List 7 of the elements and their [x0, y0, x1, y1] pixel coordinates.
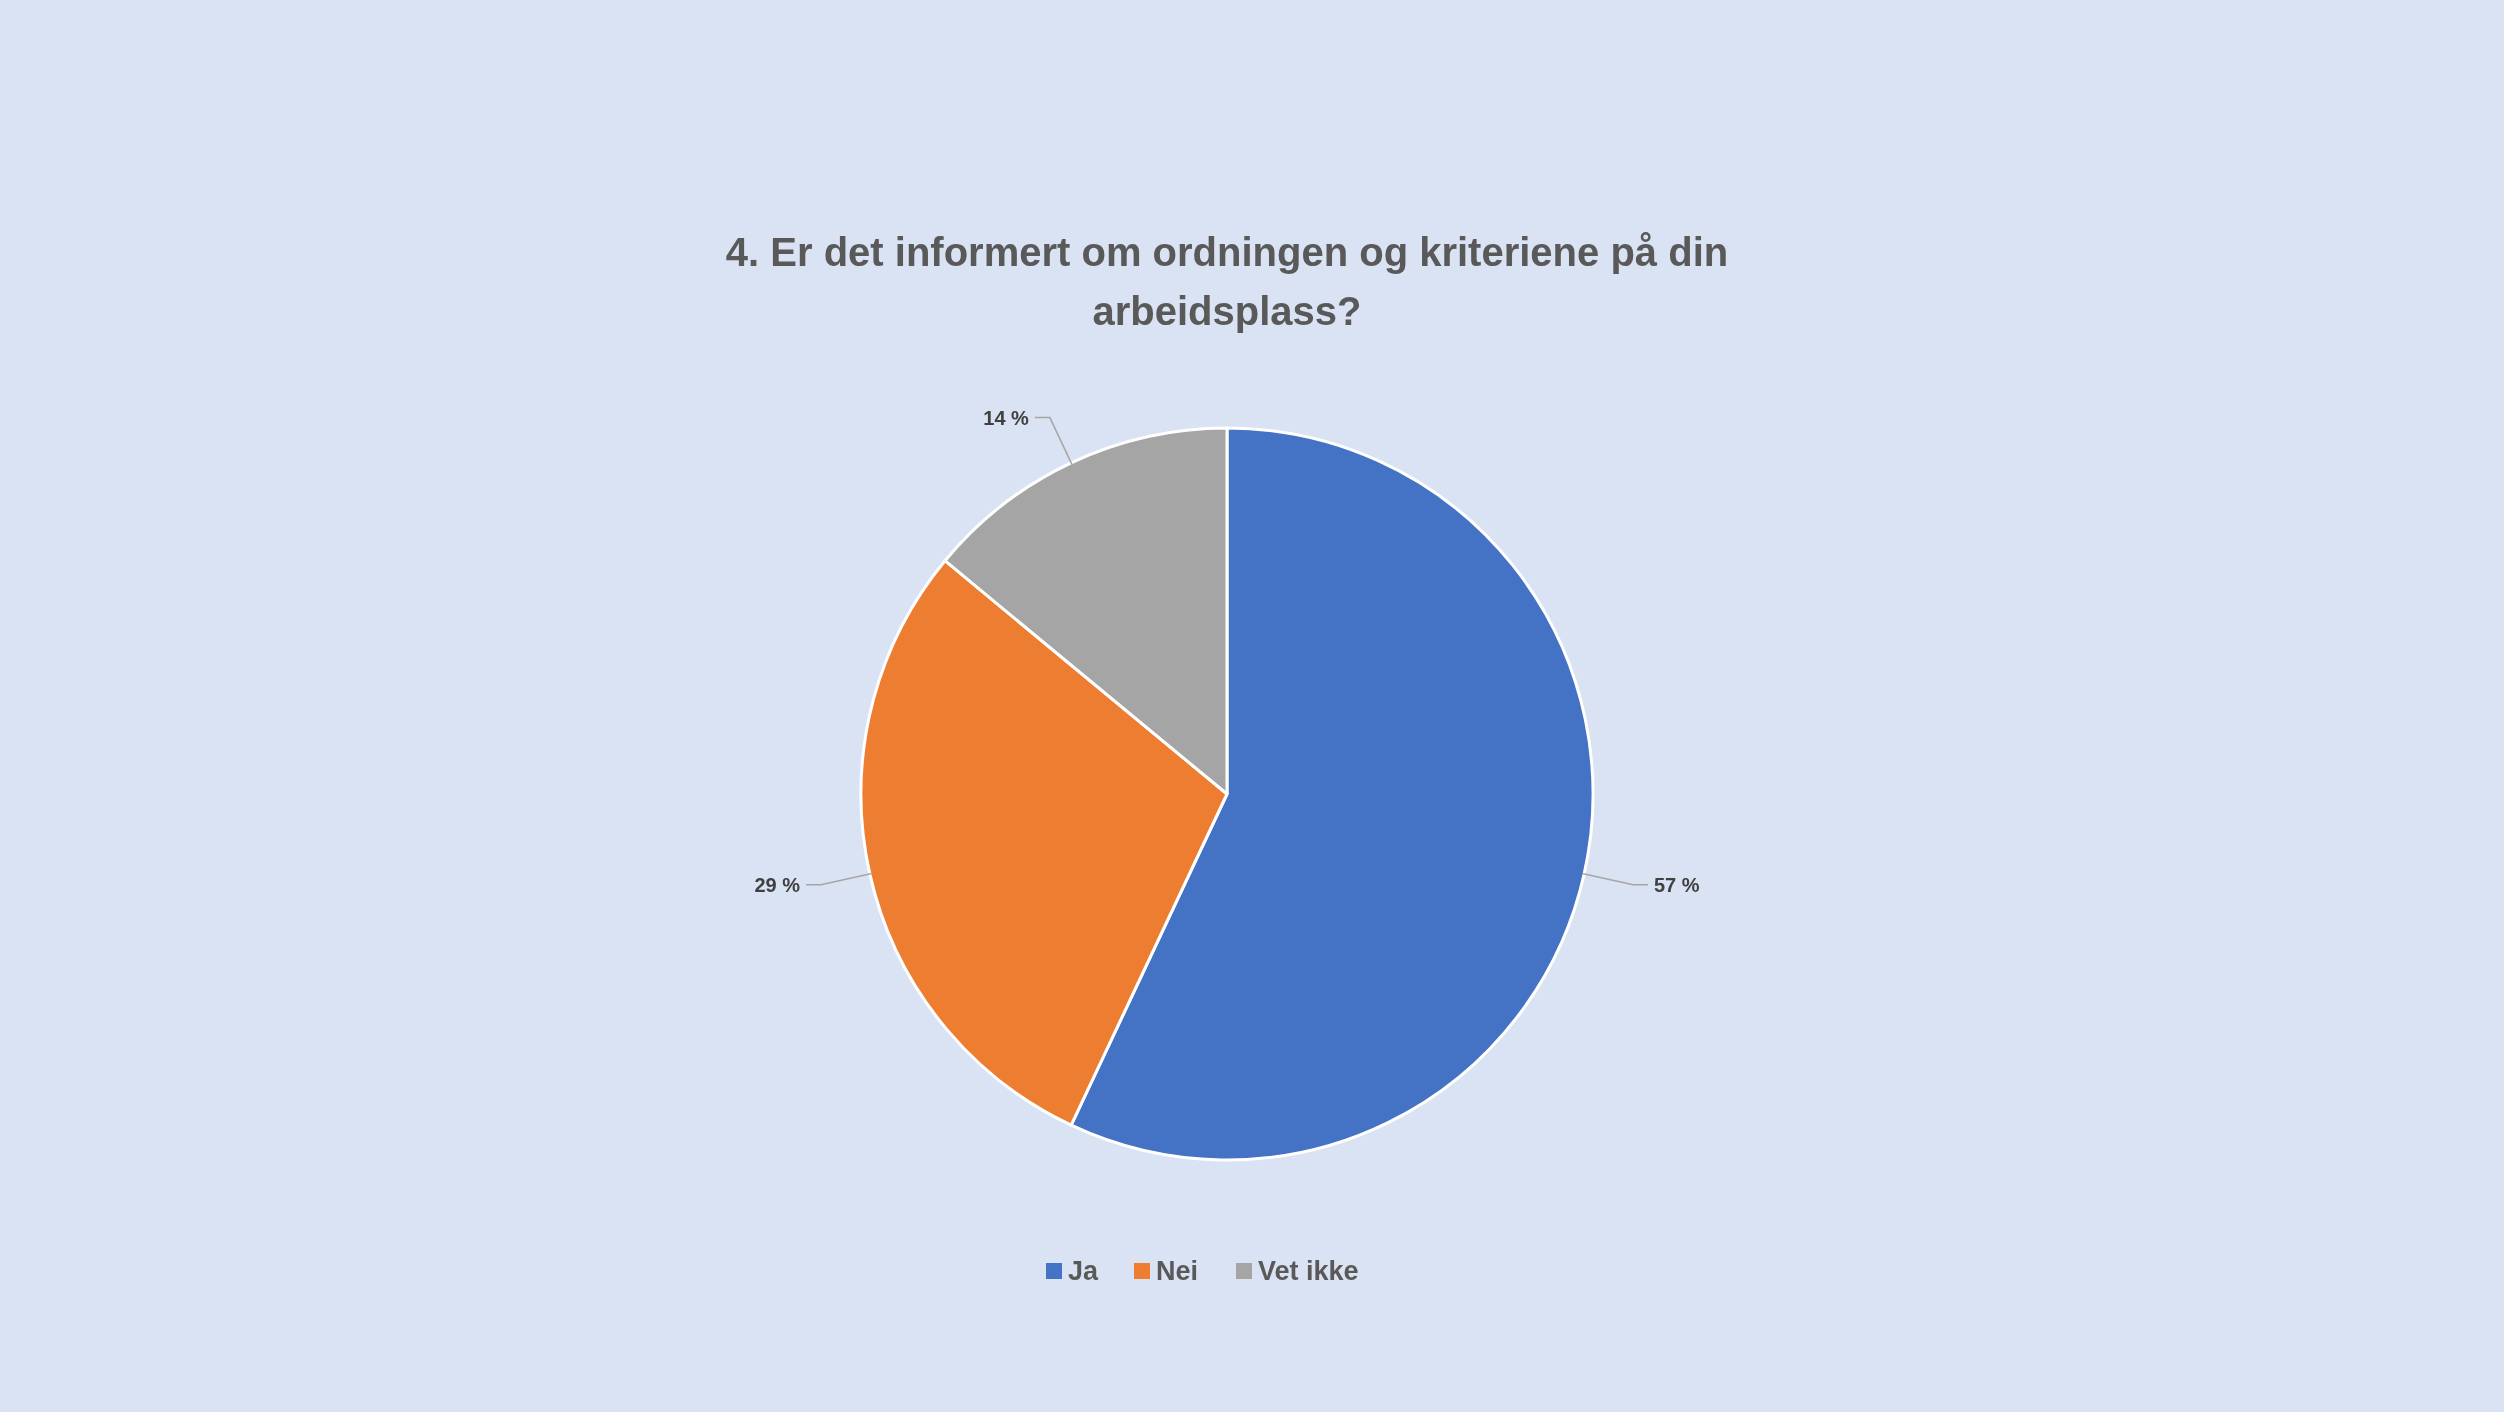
legend-label: Ja: [1068, 1256, 1100, 1287]
data-label: 57 %: [1653, 873, 1700, 896]
data-label: 29 %: [754, 873, 801, 896]
data-label: 14 %: [983, 406, 1030, 429]
legend-label: Nei: [1156, 1256, 1199, 1287]
chart-title: 4. Er det informert om ordningen og kriteriene på din arbeidsplass?: [725, 230, 1729, 333]
legend-label: Vet ikke: [1258, 1256, 1359, 1287]
